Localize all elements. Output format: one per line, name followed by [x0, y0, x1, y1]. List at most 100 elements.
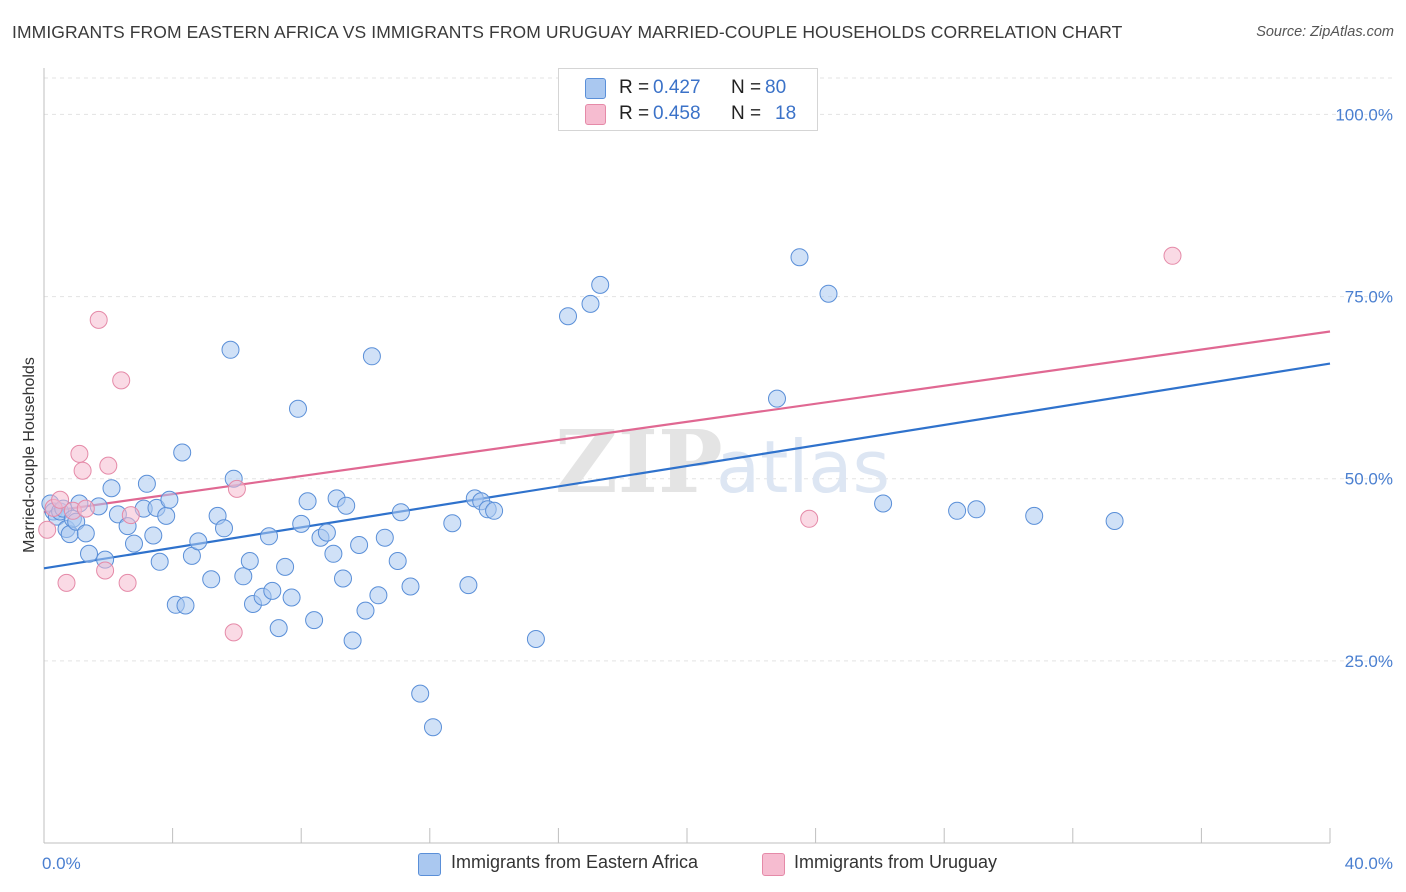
- point-eastern-africa: [337, 496, 356, 515]
- legend-label: Immigrants from Eastern Africa: [451, 852, 699, 872]
- r-value: 0.458: [653, 103, 701, 124]
- point-eastern-africa: [424, 718, 442, 737]
- point-uruguay: [800, 509, 819, 528]
- point-uruguay: [121, 506, 140, 525]
- point-eastern-africa: [305, 611, 324, 630]
- point-eastern-africa: [125, 534, 143, 553]
- point-eastern-africa: [324, 544, 343, 563]
- point-eastern-africa: [240, 552, 259, 570]
- point-uruguay: [73, 461, 92, 480]
- y-tick-label: 75.0%: [1345, 288, 1393, 307]
- point-uruguay: [57, 573, 76, 592]
- point-uruguay: [51, 490, 70, 509]
- point-eastern-africa: [292, 514, 311, 533]
- point-uruguay: [118, 573, 137, 592]
- point-eastern-africa: [189, 532, 208, 551]
- x-tick-labels: 0.0% 40.0%: [42, 854, 1393, 873]
- point-eastern-africa: [282, 588, 301, 607]
- point-eastern-africa: [1025, 506, 1044, 525]
- point-eastern-africa: [526, 630, 545, 648]
- n-value: 80: [765, 77, 787, 98]
- point-eastern-africa: [269, 619, 288, 638]
- point-eastern-africa: [369, 586, 388, 605]
- chart-title: IMMIGRANTS FROM EASTERN AFRICA VS IMMIGR…: [12, 22, 1123, 42]
- legend-swatch-blue: [585, 78, 606, 99]
- point-eastern-africa: [874, 494, 893, 513]
- point-eastern-africa: [173, 443, 192, 462]
- point-eastern-africa: [768, 389, 786, 408]
- point-eastern-africa: [356, 601, 375, 620]
- point-uruguay: [99, 456, 118, 475]
- trend-line-eastern-africa: [43, 362, 1331, 570]
- point-eastern-africa: [343, 631, 362, 650]
- point-uruguay: [224, 623, 243, 642]
- point-eastern-africa: [559, 307, 577, 326]
- n-label: N =: [731, 103, 762, 124]
- r-label: R =: [619, 103, 650, 124]
- point-eastern-africa: [459, 576, 478, 595]
- source-label: Source: ZipAtlas.com: [1256, 24, 1394, 40]
- n-label: N =: [731, 77, 762, 98]
- point-eastern-africa: [157, 506, 176, 525]
- point-uruguay: [70, 444, 89, 463]
- point-eastern-africa: [276, 557, 295, 576]
- legend-swatch-pink: [585, 104, 606, 125]
- point-eastern-africa: [362, 347, 381, 366]
- point-eastern-africa: [160, 490, 179, 509]
- point-eastern-africa: [790, 248, 809, 267]
- trend-lines: [43, 330, 1331, 570]
- point-eastern-africa: [80, 544, 98, 563]
- axes: [43, 68, 1331, 844]
- point-uruguay: [112, 371, 131, 390]
- watermark-zip: ZIP: [555, 412, 723, 513]
- data-points: [38, 246, 1182, 737]
- correlation-legend: R = 0.427 N = 80 R = 0.458 N = 18: [558, 68, 818, 131]
- point-eastern-africa: [234, 567, 253, 586]
- x-tick-label-start: 0.0%: [42, 854, 81, 873]
- point-eastern-africa: [350, 536, 369, 554]
- point-eastern-africa: [176, 596, 195, 615]
- point-eastern-africa: [150, 552, 169, 571]
- point-eastern-africa: [137, 474, 156, 493]
- point-uruguay: [227, 479, 246, 498]
- point-eastern-africa: [215, 519, 233, 538]
- point-uruguay: [96, 561, 115, 580]
- point-uruguay: [76, 499, 95, 518]
- point-eastern-africa: [375, 528, 394, 547]
- point-eastern-africa: [443, 514, 462, 533]
- point-eastern-africa: [289, 399, 307, 418]
- y-tick-label: 25.0%: [1345, 652, 1393, 671]
- point-eastern-africa: [260, 527, 278, 546]
- x-tick-label-end: 40.0%: [1345, 854, 1393, 873]
- y-axis-label: Married-couple Households: [21, 357, 38, 553]
- point-eastern-africa: [221, 340, 240, 359]
- point-eastern-africa: [411, 684, 430, 703]
- legend-swatch-pink: [762, 853, 785, 876]
- point-eastern-africa: [202, 570, 221, 589]
- trend-line-uruguay: [43, 330, 1331, 514]
- point-eastern-africa: [144, 526, 163, 545]
- r-value: 0.427: [653, 77, 701, 98]
- point-eastern-africa: [334, 569, 352, 588]
- n-value: 18: [775, 103, 797, 124]
- point-eastern-africa: [967, 500, 986, 519]
- r-label: R =: [619, 77, 650, 98]
- point-eastern-africa: [591, 275, 610, 294]
- point-eastern-africa: [76, 524, 95, 543]
- point-eastern-africa: [1105, 512, 1124, 530]
- point-eastern-africa: [401, 577, 420, 596]
- point-eastern-africa: [485, 501, 504, 520]
- legend-swatch-blue: [418, 853, 441, 876]
- point-eastern-africa: [298, 492, 317, 511]
- point-uruguay: [89, 310, 108, 329]
- point-eastern-africa: [948, 501, 967, 520]
- point-eastern-africa: [388, 552, 407, 570]
- y-tick-labels: 25.0% 50.0% 75.0% 100.0%: [1335, 105, 1393, 670]
- point-eastern-africa: [317, 523, 336, 542]
- point-eastern-africa: [102, 479, 121, 498]
- point-eastern-africa: [263, 581, 282, 600]
- point-uruguay: [38, 520, 57, 539]
- point-eastern-africa: [391, 503, 410, 522]
- y-tick-label: 100.0%: [1335, 105, 1393, 124]
